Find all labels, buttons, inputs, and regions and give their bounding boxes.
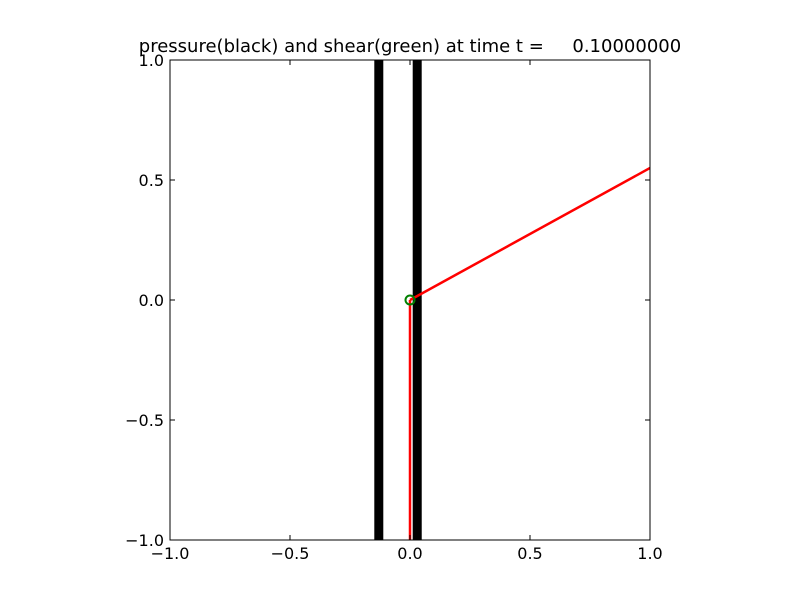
x-tick-label: −1.0 (151, 544, 190, 563)
y-tick-label: −1.0 (125, 531, 164, 550)
x-tick-label: −0.5 (271, 544, 310, 563)
x-tick-label: 0.5 (517, 544, 542, 563)
series-line-5 (409, 166, 650, 302)
y-tick-label: 0.0 (139, 291, 164, 310)
x-tick-label: 1.0 (637, 544, 662, 563)
plot-area (374, 60, 650, 540)
y-tick-label: −0.5 (125, 411, 164, 430)
y-tick-label: 0.5 (139, 171, 164, 190)
x-tick-label: 0.0 (397, 544, 422, 563)
chart-title: pressure(black) and shear(green) at time… (139, 36, 681, 57)
y-tick-label: 1.0 (139, 51, 164, 70)
marker-1 (404, 294, 416, 306)
axes: −1.0 −0.5 0.0 0.5 1.0 −1.0 −0.5 0.0 0.5 1.0 (125, 51, 663, 563)
